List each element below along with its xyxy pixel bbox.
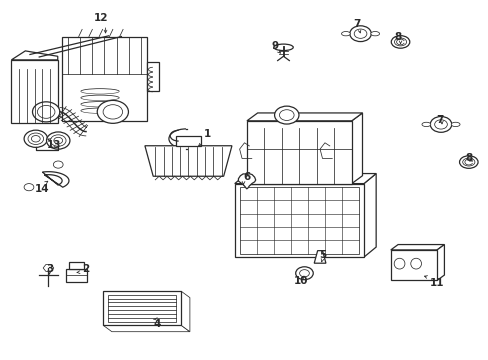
Circle shape — [32, 102, 60, 122]
Polygon shape — [436, 244, 444, 280]
Ellipse shape — [459, 156, 477, 168]
Text: 4: 4 — [153, 319, 160, 329]
Text: 1: 1 — [204, 130, 211, 139]
Ellipse shape — [273, 44, 293, 50]
Circle shape — [429, 117, 451, 132]
Bar — [147, 62, 159, 91]
Text: 7: 7 — [352, 19, 360, 29]
Bar — [61, 37, 147, 121]
Circle shape — [53, 161, 63, 168]
Bar — [234, 184, 363, 257]
Bar — [176, 136, 200, 146]
Bar — [103, 291, 181, 325]
Polygon shape — [246, 113, 362, 121]
Polygon shape — [181, 291, 189, 332]
Bar — [108, 295, 176, 321]
Circle shape — [349, 26, 370, 41]
Polygon shape — [11, 51, 58, 60]
Text: 13: 13 — [47, 140, 61, 150]
Polygon shape — [314, 251, 325, 263]
Text: 8: 8 — [464, 153, 471, 163]
Ellipse shape — [341, 32, 349, 36]
Text: 11: 11 — [429, 278, 444, 288]
Ellipse shape — [421, 122, 430, 127]
Polygon shape — [363, 174, 375, 257]
Ellipse shape — [450, 122, 459, 127]
Bar — [390, 250, 436, 280]
Circle shape — [24, 130, 47, 147]
Bar — [69, 262, 83, 269]
Bar — [246, 121, 351, 184]
Circle shape — [295, 267, 313, 280]
Polygon shape — [351, 113, 362, 184]
Ellipse shape — [393, 258, 404, 269]
Text: 2: 2 — [82, 264, 89, 274]
Text: 9: 9 — [271, 41, 278, 50]
Polygon shape — [42, 172, 69, 187]
Text: 12: 12 — [93, 13, 108, 23]
Circle shape — [97, 100, 128, 123]
Bar — [11, 60, 58, 123]
Text: 8: 8 — [394, 32, 401, 42]
Bar — [65, 269, 87, 282]
Ellipse shape — [370, 32, 379, 36]
Polygon shape — [144, 146, 231, 176]
Polygon shape — [234, 174, 375, 184]
Text: 5: 5 — [318, 249, 325, 260]
Circle shape — [24, 184, 34, 191]
Text: 10: 10 — [294, 276, 308, 286]
Bar — [239, 187, 358, 253]
Text: 14: 14 — [35, 184, 49, 194]
Circle shape — [274, 106, 298, 124]
Text: 6: 6 — [243, 172, 250, 182]
Text: 3: 3 — [46, 264, 53, 274]
Polygon shape — [103, 325, 189, 332]
Text: 7: 7 — [435, 115, 442, 125]
Circle shape — [46, 132, 70, 149]
Polygon shape — [43, 265, 54, 271]
Ellipse shape — [410, 258, 421, 269]
Ellipse shape — [390, 36, 409, 48]
Polygon shape — [238, 174, 255, 189]
Polygon shape — [390, 244, 444, 250]
